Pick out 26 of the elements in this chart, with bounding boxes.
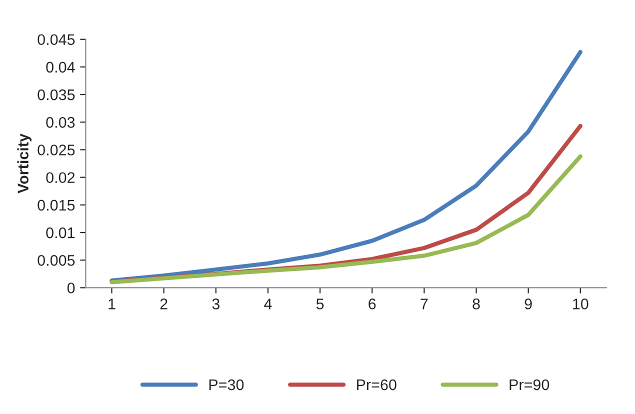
y-tick-label: 0.02 xyxy=(46,172,75,184)
x-tick-label: 2 xyxy=(160,298,168,310)
line-series xyxy=(110,50,582,283)
x-tick-label: 1 xyxy=(108,298,116,310)
y-tick-label: 0.045 xyxy=(38,34,75,46)
y-tick-label: 0.005 xyxy=(38,255,75,266)
y-tick-label: 0.03 xyxy=(46,117,75,128)
legend-label: P=30 xyxy=(209,379,244,390)
legend-label: Pr=60 xyxy=(357,379,396,390)
x-tick-label: 6 xyxy=(368,298,376,310)
x-tick-label: 7 xyxy=(420,298,428,310)
y-tick-label: 0.025 xyxy=(38,144,75,156)
x-tick-label: 4 xyxy=(264,298,272,310)
x-tick-label: 3 xyxy=(212,298,220,310)
x-tick-label: 8 xyxy=(472,298,480,310)
y-tick-label: 0.035 xyxy=(38,89,75,100)
x-tick-label: 5 xyxy=(316,298,324,310)
y-tick-label: 0.04 xyxy=(46,62,75,73)
x-tick-label: 9 xyxy=(524,298,532,310)
line-series xyxy=(110,154,582,284)
y-tick-label: 0.015 xyxy=(38,200,75,211)
x-tick-label: 10 xyxy=(573,298,588,310)
y-tick-label: 0 xyxy=(67,282,75,294)
y-tick-label: 0.01 xyxy=(46,227,75,238)
legend-label: Pr=90 xyxy=(510,379,550,390)
y-axis-title: Vorticity xyxy=(17,134,32,194)
